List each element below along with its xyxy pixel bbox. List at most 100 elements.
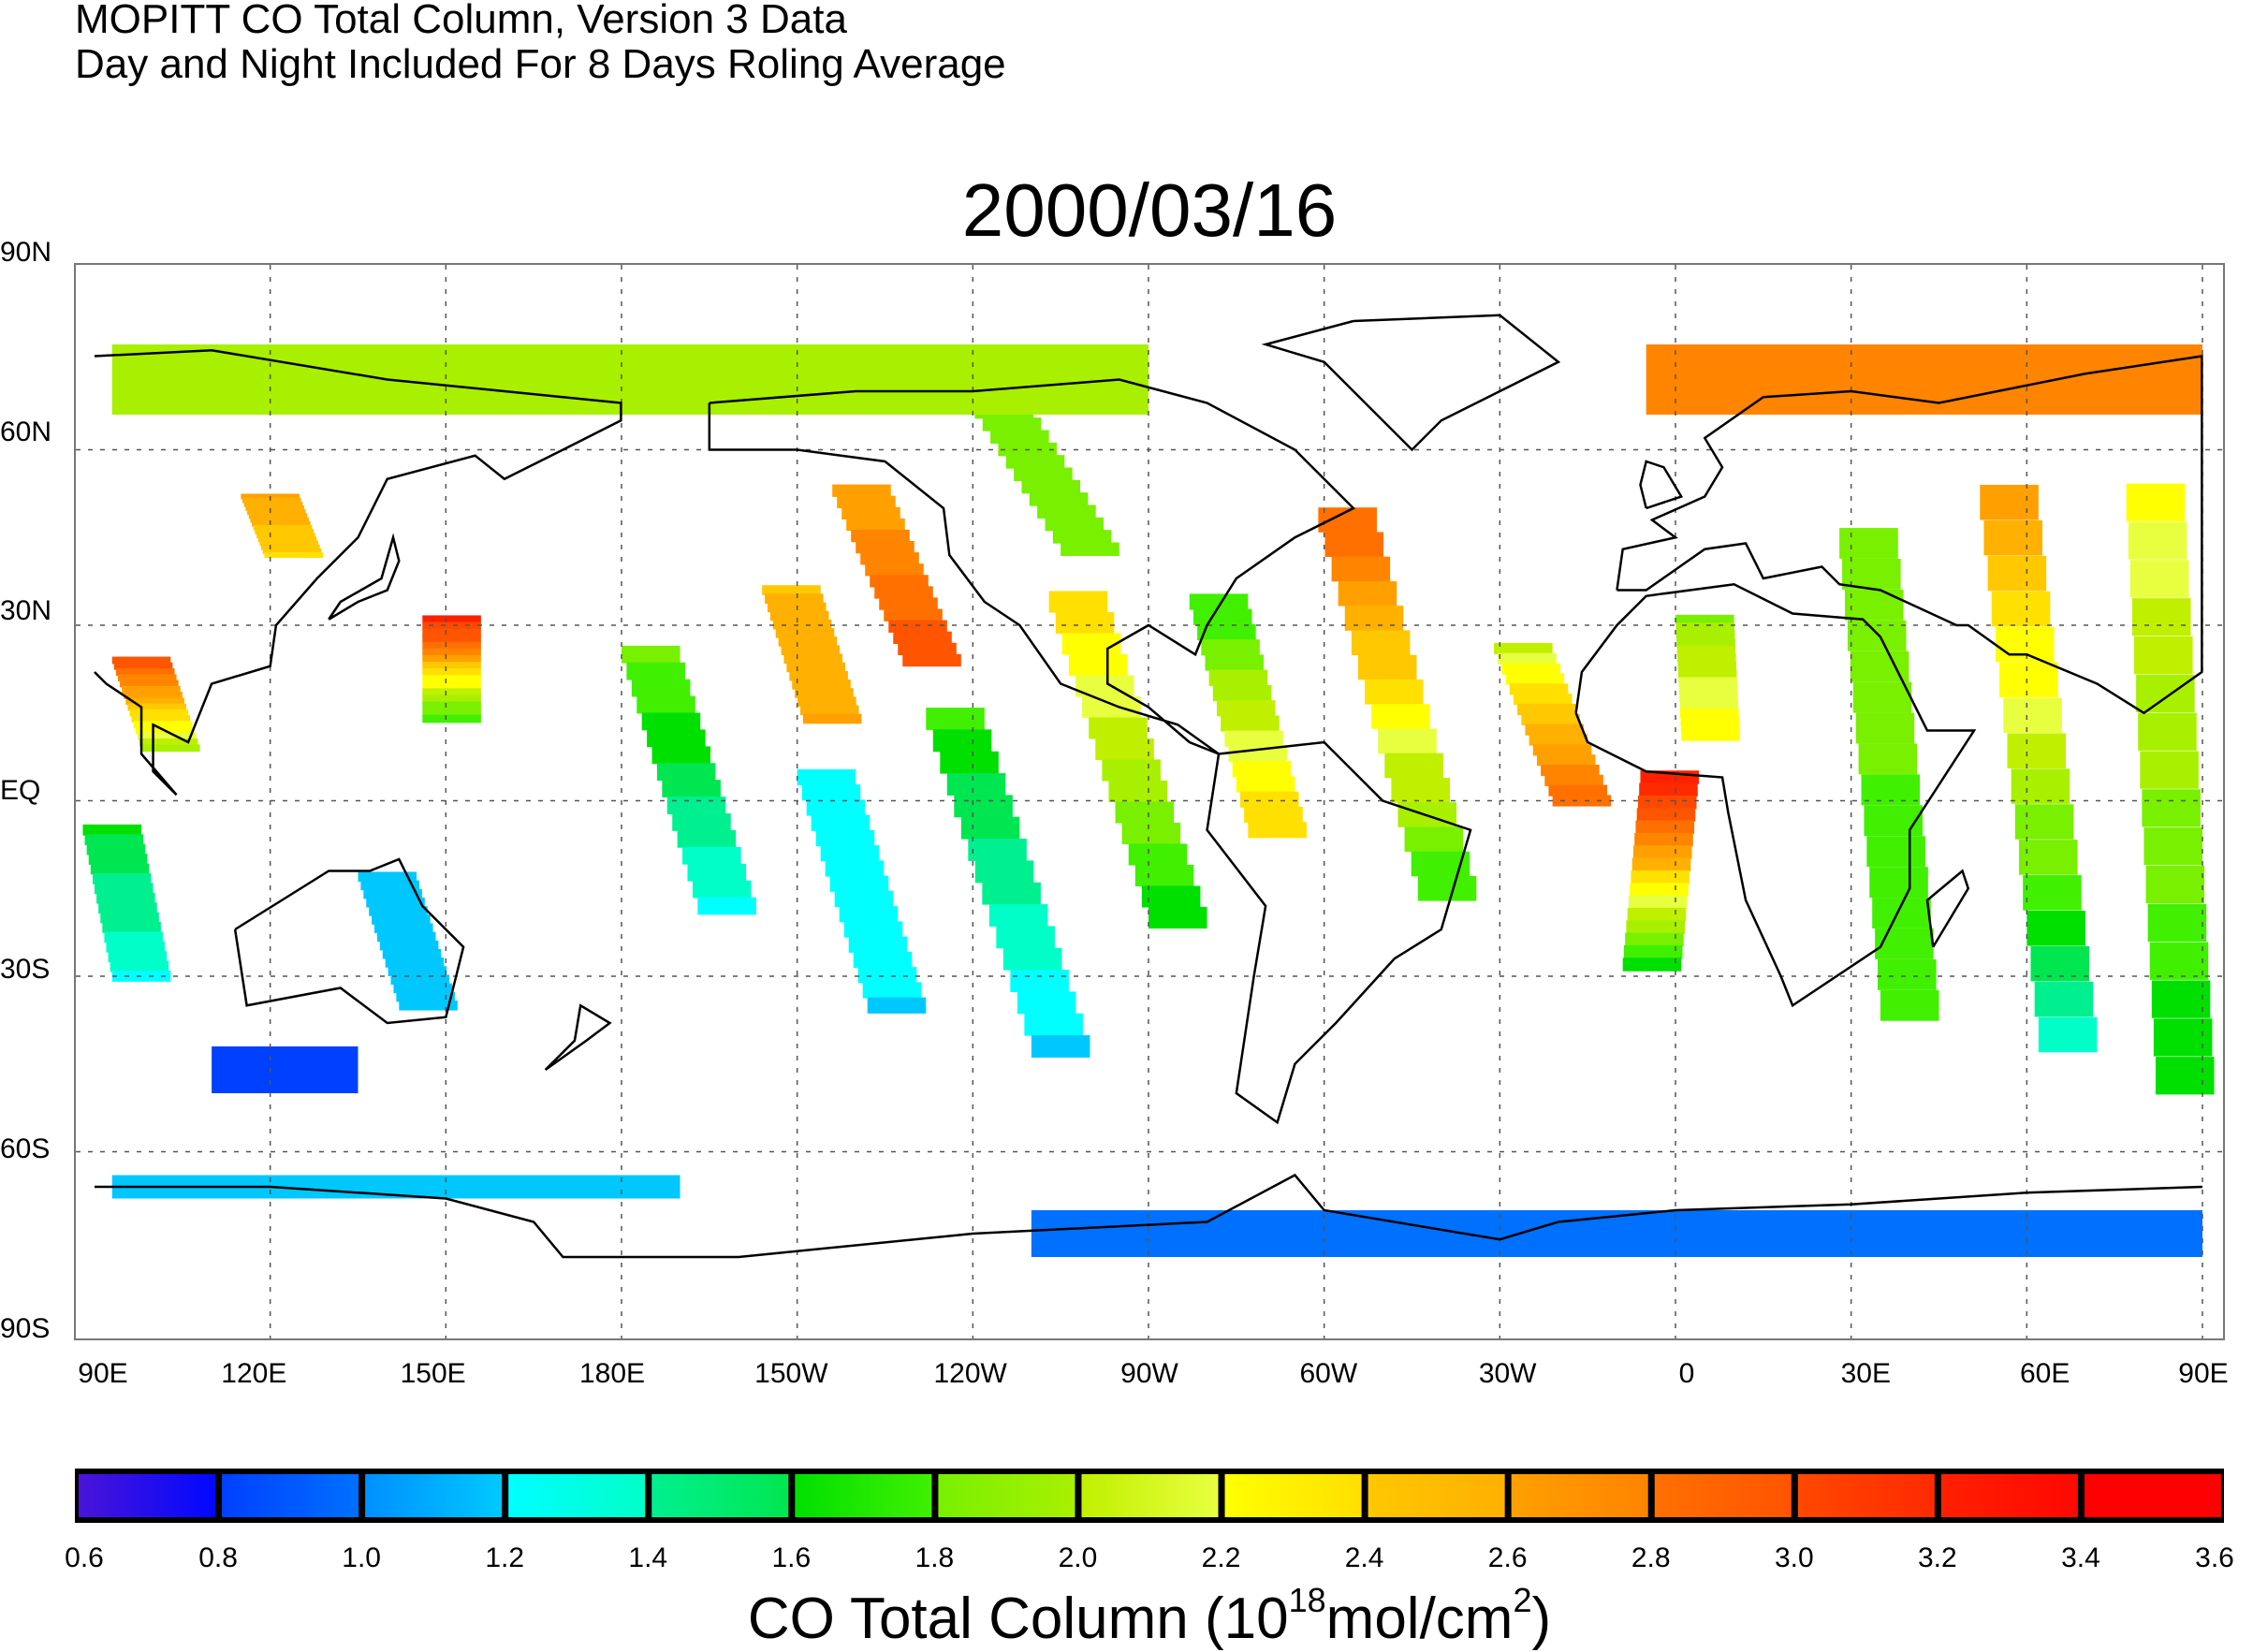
swath-cell	[1983, 519, 2043, 556]
swath-cell	[1525, 724, 1584, 736]
colorbar	[75, 1469, 2224, 1523]
swath-cell	[1404, 826, 1464, 853]
swath-cell	[1855, 712, 1915, 744]
swath-cell	[874, 586, 933, 599]
swath-cell	[932, 729, 992, 753]
swath-cell	[797, 768, 856, 786]
swath-cell	[422, 708, 481, 717]
swath-cell	[1010, 970, 1069, 992]
swath-cell	[829, 875, 889, 892]
swath-cell	[879, 597, 938, 610]
swath-cell	[1236, 776, 1295, 793]
lon-tick-label: 150E	[400, 1358, 466, 1389]
colorbar-label-unit-exponent: 2	[1513, 1581, 1532, 1619]
swath-cell	[2011, 768, 2070, 804]
colorbar-tick-label: 2.8	[1631, 1542, 1671, 1573]
swath-cell	[2030, 945, 2090, 982]
lon-tick-label: 30E	[1840, 1358, 1892, 1389]
swath-cell	[1232, 761, 1292, 778]
swath-cell	[862, 982, 922, 999]
swath-cell	[2142, 789, 2201, 827]
swath-cell	[96, 892, 155, 904]
swath-cell	[1089, 717, 1148, 739]
swath-cell	[825, 860, 885, 877]
swath-cell	[1048, 591, 1108, 613]
swath-cell	[762, 585, 821, 595]
swath-cell	[1631, 870, 1690, 884]
swath-cell	[257, 536, 317, 543]
swath-cell	[92, 872, 152, 884]
colorbar-tick-label: 1.2	[485, 1542, 525, 1573]
swath-cell	[940, 751, 999, 774]
swath-cell	[1148, 906, 1207, 929]
swath-cell	[1002, 947, 1062, 971]
swath-cell	[647, 729, 706, 748]
lon-tick-label: 60W	[1299, 1358, 1358, 1389]
swath-cell	[769, 610, 829, 621]
swath-cell	[385, 958, 445, 968]
swath-cell	[687, 863, 747, 882]
swath-cell	[1630, 883, 1689, 897]
swath-cell	[422, 694, 481, 704]
colorbar-label: CO Total Column (1018mol/cm2)	[0, 1584, 2253, 1652]
swath-cell	[360, 880, 419, 891]
coastlines	[94, 314, 2203, 1259]
swath-cell	[789, 670, 848, 681]
swath-cell	[1338, 580, 1397, 607]
swath-cell	[672, 813, 731, 831]
swath-cell	[104, 931, 163, 943]
swath-cell	[118, 674, 177, 682]
swath-cell	[1681, 731, 1740, 741]
swath-cell	[832, 484, 891, 497]
swath-cell	[133, 721, 193, 729]
swath-cell	[422, 641, 481, 651]
swath-cell	[2007, 733, 2067, 768]
swath-cell	[422, 628, 481, 637]
swath-cell	[651, 746, 711, 765]
swath-cell	[682, 846, 741, 865]
swath-cell	[2138, 712, 2197, 751]
swath-cell	[1532, 744, 1592, 756]
swath-cell	[399, 1000, 458, 1011]
swath-cell	[677, 829, 737, 848]
swath-cell	[1677, 653, 1736, 664]
swath-cell	[139, 738, 198, 746]
swath-cell	[108, 951, 168, 963]
swath-cell	[1212, 684, 1272, 702]
colorbar-segment	[1224, 1474, 1362, 1517]
colorbar-label-text: CO Total Column (10	[747, 1586, 1289, 1651]
swath-cell	[857, 967, 917, 984]
lon-tick-label: 90E	[78, 1358, 128, 1389]
coastline-antarctica	[95, 1173, 2203, 1259]
colorbar-label-exponent: 18	[1288, 1581, 1326, 1619]
swath-cell	[1108, 780, 1168, 803]
swath-cell	[801, 784, 861, 801]
swath-cell	[2147, 903, 2207, 943]
swath-cell	[396, 991, 455, 1002]
swath-cell	[631, 679, 691, 697]
colorbar-segment	[1654, 1474, 1792, 1517]
swath-cell	[1995, 626, 2055, 663]
colorbar-segment	[1081, 1474, 1219, 1517]
swath-cell	[797, 696, 856, 707]
data-band	[212, 1046, 358, 1093]
swath-cell	[2126, 483, 2186, 521]
swath-cell	[778, 636, 838, 647]
swath-cell	[422, 675, 481, 683]
swath-cell	[1498, 652, 1557, 665]
lat-tick-label: 60S	[0, 1133, 51, 1164]
swath-cell	[1240, 791, 1299, 808]
colorbar-segment	[1368, 1474, 1505, 1517]
coastline-north-america	[708, 378, 1356, 755]
swath-cell	[1678, 677, 1737, 687]
data-band	[1031, 1210, 2202, 1257]
swath-cell	[996, 926, 1055, 949]
swath-cell	[1631, 857, 1691, 872]
swath-cell	[1676, 646, 1736, 655]
coastline-australia	[233, 857, 465, 1025]
swath-cell	[250, 517, 309, 523]
swath-cell	[641, 712, 701, 731]
colorbar-segment	[365, 1474, 503, 1517]
colorbar-segment	[508, 1474, 646, 1517]
swath-cell	[792, 680, 851, 690]
